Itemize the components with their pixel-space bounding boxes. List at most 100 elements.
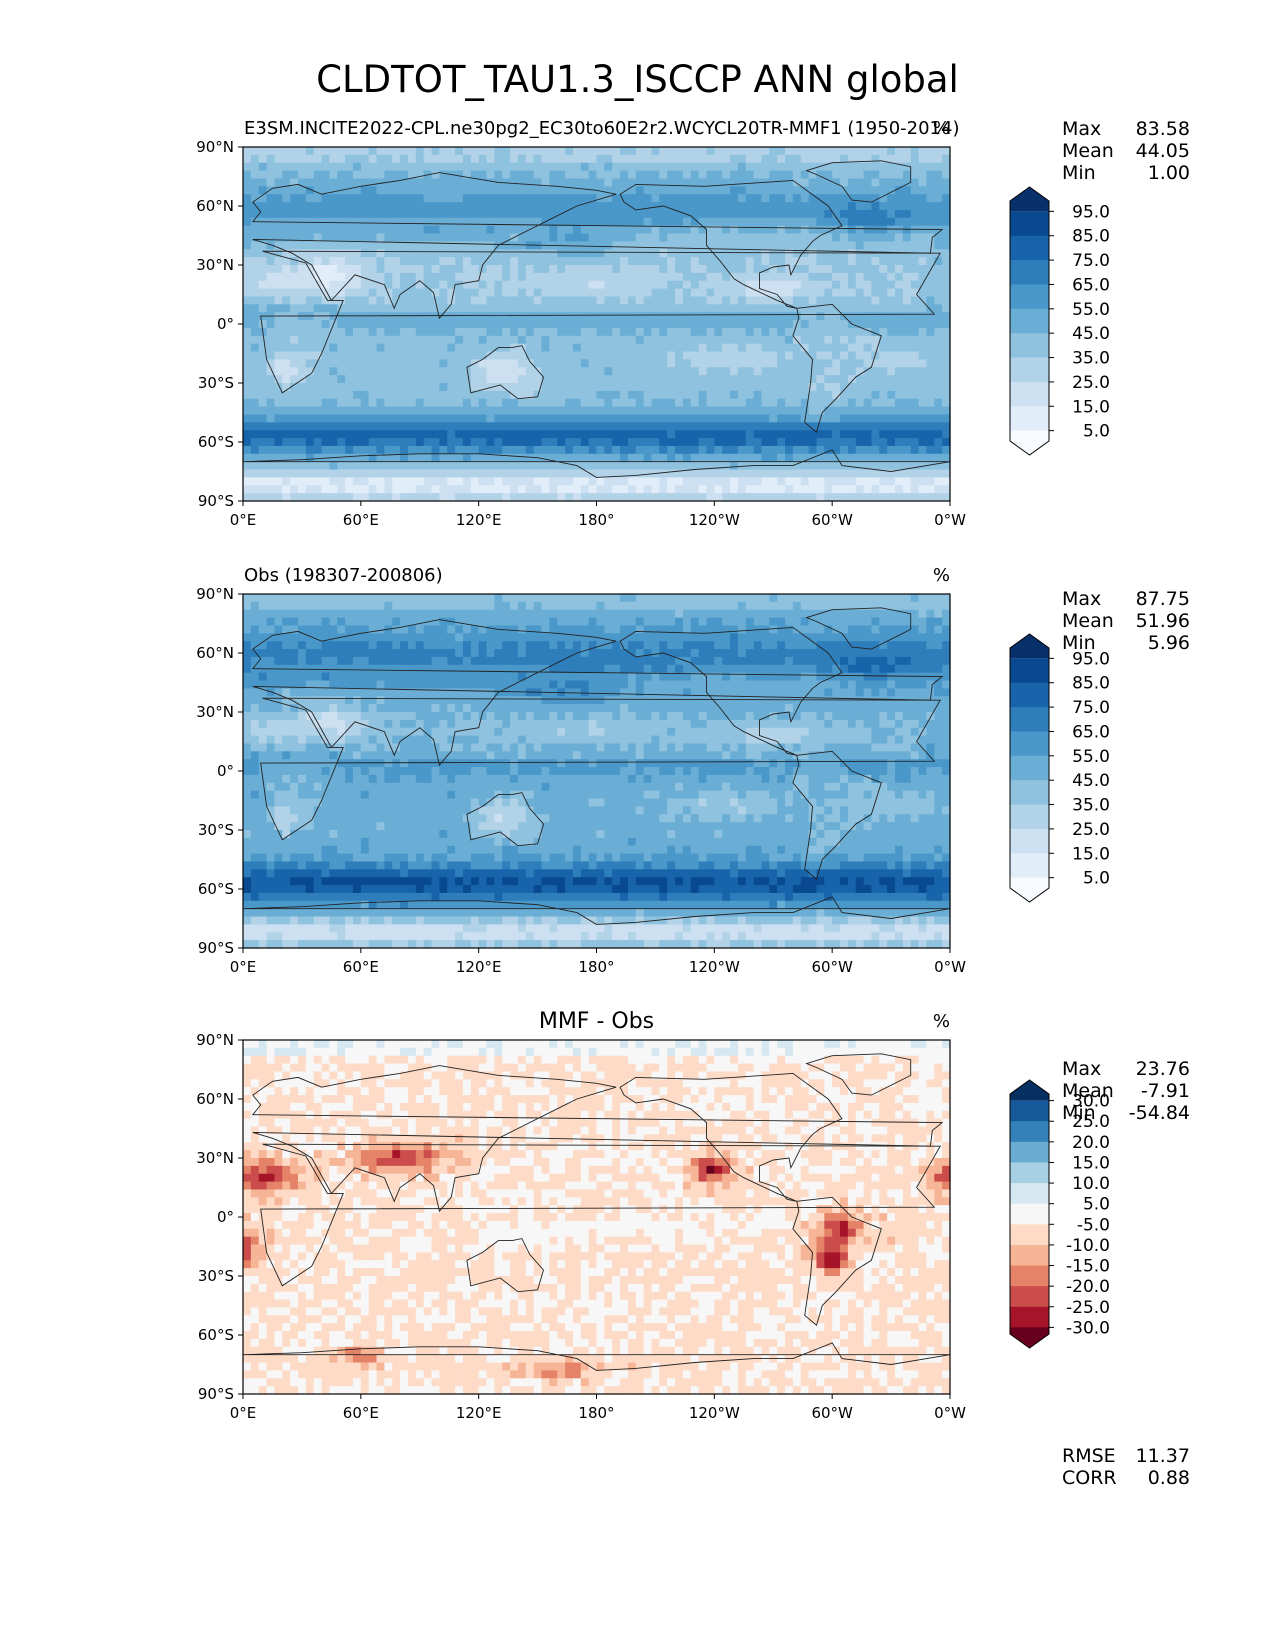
map-cell	[517, 296, 527, 305]
map-cell	[313, 335, 323, 345]
map-cell	[690, 609, 700, 619]
map-cell	[431, 178, 440, 187]
map-cell	[730, 453, 739, 463]
map-cell	[620, 664, 629, 674]
map-cell	[698, 186, 708, 195]
map-cell	[431, 304, 440, 313]
map-cell	[753, 233, 763, 242]
map-cell	[297, 288, 307, 298]
map-cell	[722, 641, 731, 650]
map-cell	[282, 272, 291, 282]
map-cell	[588, 617, 598, 627]
map-cell	[910, 272, 920, 282]
map-cell	[722, 202, 731, 211]
map-cell	[855, 656, 865, 666]
map-cell	[305, 601, 315, 611]
map-cell	[722, 625, 731, 634]
map-cell	[517, 265, 527, 274]
map-cell	[525, 359, 535, 368]
map-cell	[305, 351, 315, 360]
map-cell	[282, 280, 291, 290]
map-cell	[706, 351, 715, 360]
map-cell	[612, 343, 621, 353]
map-cell	[274, 398, 283, 408]
map-cell	[824, 414, 833, 423]
map-cell	[769, 594, 778, 603]
map-cell	[352, 383, 362, 392]
map-cell	[635, 485, 645, 494]
map-cell	[250, 280, 260, 290]
map-cell	[895, 265, 904, 274]
map-cell	[753, 609, 763, 619]
map-cell	[360, 453, 370, 463]
map-cell	[855, 594, 865, 603]
map-cell	[313, 249, 323, 258]
map-cell	[588, 343, 598, 353]
map-cell	[470, 241, 480, 250]
map-cell	[431, 493, 440, 502]
map-cell	[321, 398, 331, 408]
map-cell	[533, 320, 543, 329]
map-cell	[439, 390, 448, 400]
map-cell	[785, 656, 794, 666]
map-cell	[918, 601, 928, 611]
map-cell	[761, 438, 770, 447]
map-cell	[533, 469, 543, 478]
map-cell	[321, 445, 331, 455]
map-cell	[942, 414, 951, 423]
map-cell	[376, 162, 385, 172]
map-cell	[337, 225, 346, 235]
map-cell	[863, 633, 873, 642]
map-cell	[423, 461, 433, 471]
map-cell	[266, 304, 276, 313]
map-cell	[557, 257, 566, 266]
map-cell	[565, 398, 574, 408]
map-cell	[918, 656, 928, 666]
map-cell	[730, 209, 739, 219]
map-cell	[580, 406, 590, 416]
map-cell	[572, 194, 582, 203]
map-cell	[274, 641, 283, 650]
map-cell	[588, 367, 598, 376]
map-cell	[722, 312, 731, 321]
map-cell	[612, 367, 621, 376]
map-cell	[682, 280, 692, 290]
map-cell	[714, 241, 723, 250]
map-cell	[541, 257, 550, 266]
map-cell	[565, 383, 574, 392]
map-cell	[620, 641, 629, 650]
map-cell	[737, 422, 747, 431]
map-cell	[604, 147, 613, 156]
map-cell	[376, 641, 385, 650]
map-cell	[918, 375, 928, 384]
map-cell	[565, 178, 574, 187]
map-cell	[510, 217, 519, 227]
map-cell	[533, 217, 543, 227]
map-cell	[769, 217, 778, 227]
map-cell	[612, 225, 621, 235]
map-cell	[910, 617, 920, 627]
map-cell	[494, 390, 503, 400]
map-cell	[675, 296, 684, 305]
map-cell	[376, 194, 385, 203]
map-cell	[360, 406, 370, 416]
map-cell	[926, 625, 935, 634]
map-cell	[706, 194, 715, 203]
map-cell	[895, 320, 904, 329]
map-cell	[690, 320, 700, 329]
map-cell	[415, 422, 425, 431]
map-cell	[329, 609, 338, 619]
map-cell	[494, 154, 503, 164]
map-cell	[557, 225, 566, 235]
map-cell	[384, 633, 393, 642]
map-cell	[871, 477, 880, 486]
map-cell	[368, 656, 378, 666]
map-cell	[266, 609, 276, 619]
map-cell	[918, 453, 928, 463]
map-cell	[604, 162, 613, 172]
map-cell	[910, 414, 920, 423]
map-cell	[690, 422, 700, 431]
map-cell	[250, 477, 260, 486]
map-cell	[745, 422, 755, 431]
map-cell	[525, 664, 535, 674]
